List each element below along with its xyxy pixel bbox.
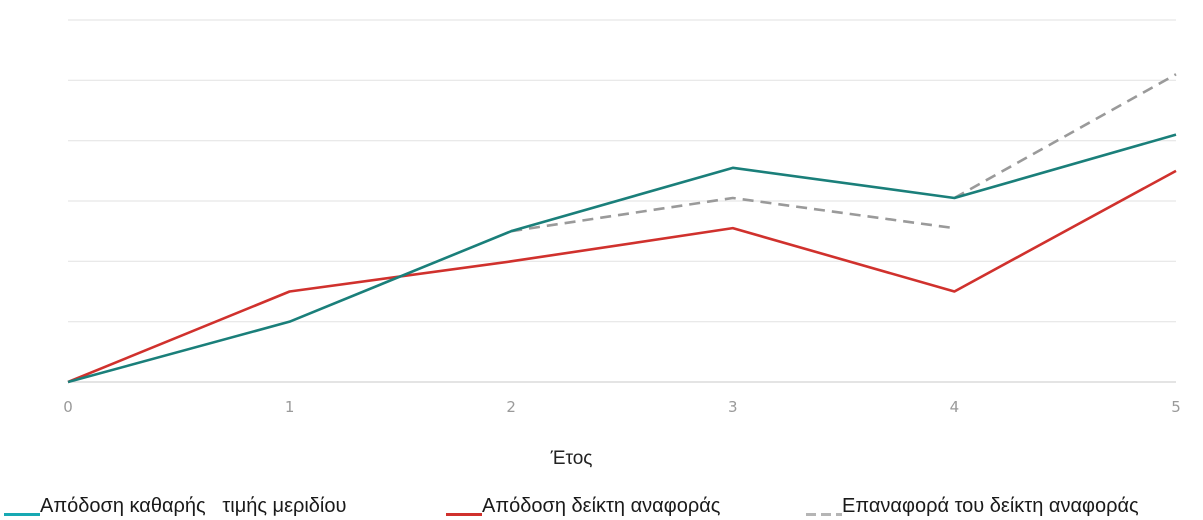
x-tick-label: 0	[63, 398, 73, 416]
gridlines	[68, 19, 1176, 383]
legend-label: Απόδοση καθαρής τιμής μεριδίου	[40, 495, 347, 517]
x-tick-label: 1	[285, 398, 295, 416]
legend-item-benchmark-reset: Επαναφορά του δείκτη αναφοράς	[806, 488, 1139, 518]
series-lines	[67, 73, 1177, 384]
legend-swatch-gray-dashed	[806, 498, 842, 518]
line-chart: 0 1 2 3 4 5	[63, 19, 1181, 416]
series-line-nav	[67, 133, 1177, 384]
legend-label: Επαναφορά του δείκτη αναφοράς	[842, 495, 1139, 517]
legend-swatch-teal	[4, 498, 40, 518]
x-tick-label: 3	[728, 398, 738, 416]
series-line-reset-1	[953, 73, 1177, 200]
legend-item-nav-return: Απόδοση καθαρής τιμής μεριδίου	[4, 488, 346, 518]
legend: Απόδοση καθαρής τιμής μεριδίου Απόδοση δ…	[0, 488, 1203, 518]
x-tick-label: 5	[1171, 398, 1181, 416]
legend-label: Απόδοση δείκτη αναφοράς	[482, 495, 721, 517]
x-tick-label: 4	[950, 398, 960, 416]
x-axis-label: Έτος	[550, 448, 593, 469]
legend-item-benchmark-return: Απόδοση δείκτη αναφοράς	[446, 488, 720, 518]
x-tick-labels: 0 1 2 3 4 5	[63, 398, 1181, 416]
series-line-benchmark	[67, 169, 1177, 384]
x-tick-label: 2	[506, 398, 516, 416]
legend-swatch-red	[446, 498, 482, 518]
series-line-reset-0	[511, 196, 955, 233]
